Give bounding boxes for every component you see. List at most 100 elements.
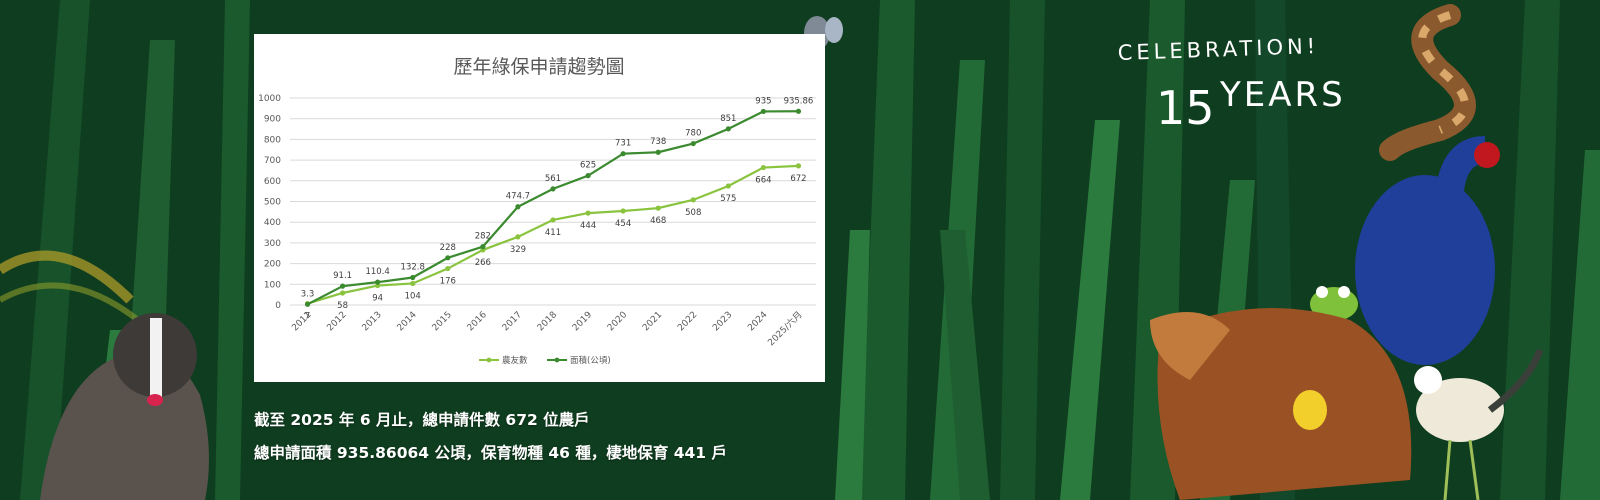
x-tick-label: 2021: [641, 310, 664, 333]
data-point: [795, 108, 802, 114]
celebration-15-years-badge: CELEBRATION! 15 YEARS: [1112, 34, 1402, 135]
x-tick-label: 2015: [431, 310, 454, 333]
data-label: 664: [755, 176, 771, 186]
beetle-illustration: [1293, 390, 1327, 430]
data-point: [655, 205, 661, 211]
x-tick-label: 2023: [711, 310, 734, 333]
trend-chart: 歷年綠保申請趨勢圖 0 100 200 300 400 500 600 700 800 900 10…: [258, 56, 816, 366]
celebration-number: 15: [1156, 81, 1215, 131]
data-point: [515, 234, 521, 240]
data-label: 468: [650, 216, 666, 226]
data-point: [515, 204, 521, 210]
legend-marker: [554, 357, 560, 363]
x-tick-label: 2022: [676, 310, 699, 333]
x-tick-label: 2018: [536, 310, 559, 333]
x-tick-label: 2020: [606, 310, 629, 333]
data-point: [795, 163, 802, 169]
data-label: 672: [790, 174, 806, 184]
data-label: 3.3: [301, 289, 315, 299]
data-label: 935: [755, 96, 771, 106]
data-label: 104: [405, 291, 421, 301]
data-label: 91.1: [333, 271, 352, 281]
data-label: 935.86: [784, 96, 814, 106]
data-point: [480, 244, 486, 250]
data-point: [725, 183, 731, 189]
data-label: 228: [440, 243, 456, 253]
y-tick-label: 200: [264, 260, 281, 270]
x-tick-label: 2019: [571, 310, 594, 333]
data-point: [620, 208, 626, 214]
celebration-line2: YEARS: [1219, 75, 1346, 115]
data-label: 176: [440, 277, 456, 287]
legend-label: 農友數: [502, 355, 528, 366]
data-label: 110.4: [365, 267, 389, 277]
jacana-illustration: [1414, 348, 1544, 500]
data-label: 132.8: [401, 263, 425, 273]
x-tick-label: 2013: [361, 310, 384, 333]
data-label: 851: [720, 114, 736, 124]
data-point: [585, 210, 591, 216]
data-label: 731: [615, 139, 631, 149]
x-tick-label: 2024: [746, 310, 769, 333]
data-point: [550, 217, 556, 223]
y-tick-label: 900: [264, 115, 281, 125]
data-point: [410, 280, 416, 287]
data-point: [620, 151, 626, 157]
y-tick-label: 100: [264, 280, 281, 290]
y-tick-label: 0: [275, 301, 281, 311]
data-label: 474.7: [506, 192, 530, 202]
data-label: 94: [372, 294, 383, 304]
frog-illustration: [1310, 286, 1358, 321]
data-point: [690, 197, 696, 203]
data-point: [340, 283, 346, 289]
x-tick-label: 2025/六月: [765, 309, 805, 349]
legend-marker: [486, 357, 492, 363]
data-label: 625: [580, 161, 596, 171]
data-label: 411: [545, 228, 561, 238]
data-label: 58: [337, 301, 348, 311]
y-tick-label: 600: [264, 177, 281, 187]
y-tick-label: 300: [264, 239, 281, 249]
y-tick-label: 400: [264, 218, 281, 228]
data-label: 329: [510, 245, 526, 255]
data-point: [375, 279, 381, 285]
y-tick-label: 800: [264, 135, 281, 145]
statistics-caption: 截至 2025 年 6 月止，總申請件數 672 位農戶 總申請面積 935.8…: [254, 404, 727, 470]
data-point: [445, 265, 451, 272]
data-label: 575: [720, 194, 736, 204]
x-tick-label: 2012: [325, 310, 348, 333]
data-point: [690, 140, 696, 147]
data-label: 561: [545, 174, 561, 184]
data-label: 508: [685, 208, 701, 218]
data-point: [304, 301, 311, 307]
x-tick-label: 2017: [501, 310, 524, 333]
data-point: [410, 274, 416, 281]
data-point: [550, 186, 556, 192]
trend-chart-card: 歷年綠保申請趨勢圖 0 100 200 300 400 500 600 700 800 900 10…: [254, 34, 825, 382]
legend-label: 面積(公頃): [570, 355, 611, 366]
data-point: [760, 108, 766, 115]
data-label: 282: [475, 232, 491, 242]
celebration-line1: CELEBRATION!: [1117, 36, 1319, 65]
data-label: 444: [580, 221, 596, 231]
data-label: 738: [650, 137, 666, 147]
data-point: [340, 290, 346, 296]
data-label: 266: [475, 258, 491, 268]
data-point: [655, 149, 661, 155]
y-tick-label: 700: [264, 156, 281, 166]
data-point: [725, 126, 731, 132]
y-tick-label: 1000: [258, 94, 281, 104]
badger-illustration: [40, 313, 209, 500]
x-tick-label: 2016: [466, 310, 489, 333]
data-label: 780: [685, 129, 701, 139]
caption-line2: 總申請面積 935.86064 公頃，保育物種 46 種，棲地保育 441 戶: [254, 444, 727, 462]
data-point: [585, 173, 591, 179]
x-tick-label: 2014: [396, 310, 419, 333]
snake-illustration: [1379, 4, 1476, 161]
swamphen-illustration: [1355, 136, 1500, 365]
data-point: [445, 255, 451, 261]
chart-title: 歷年綠保申請趨勢圖: [453, 56, 624, 78]
caption-line1: 截至 2025 年 6 月止，總申請件數 672 位農戶: [254, 411, 590, 429]
data-label: 7: [305, 312, 310, 322]
